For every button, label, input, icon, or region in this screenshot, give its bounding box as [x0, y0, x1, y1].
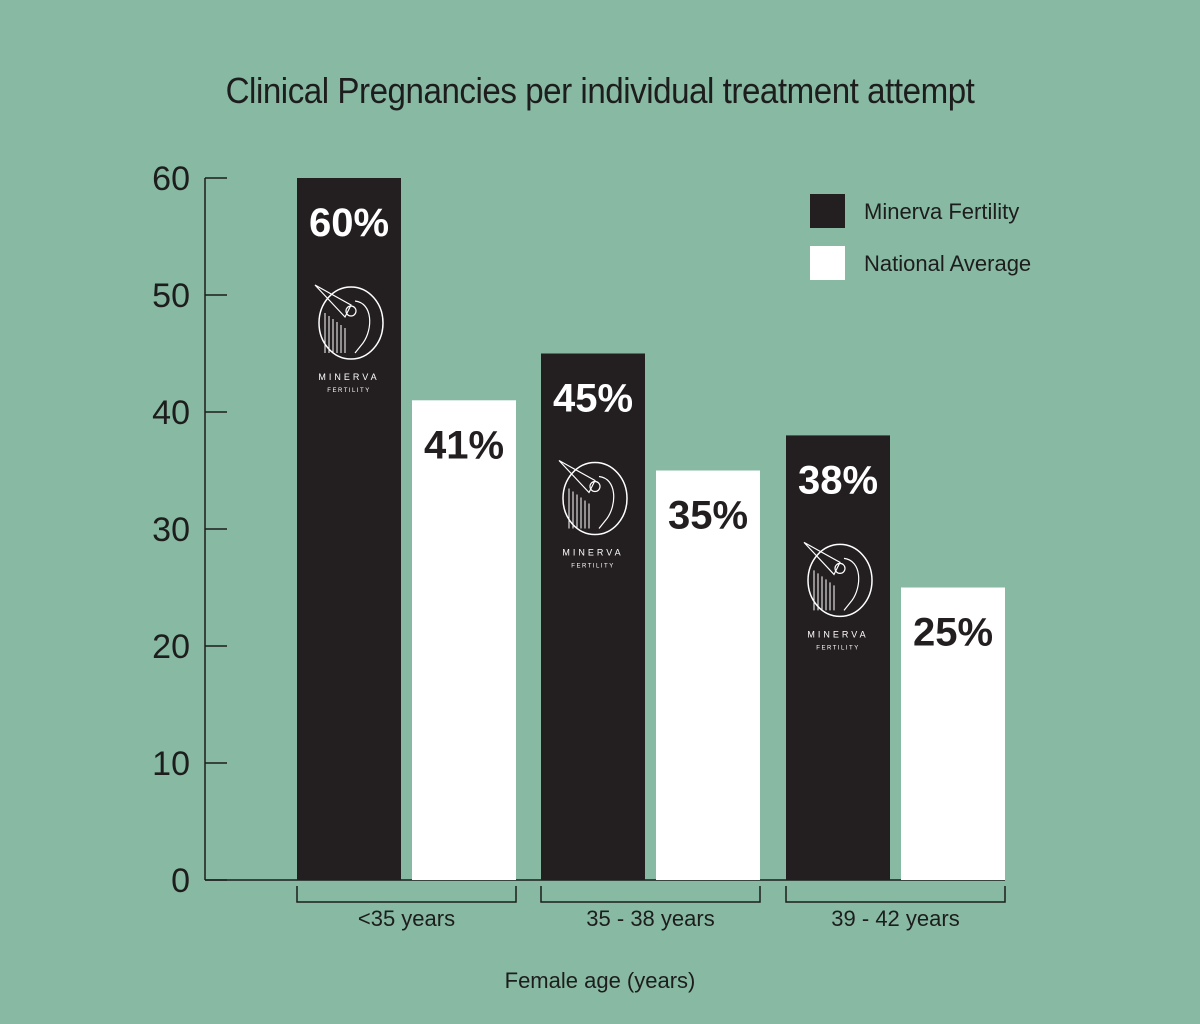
logo-wing [558, 459, 596, 494]
y-tick-label-40: 40 [152, 394, 190, 432]
category-bracket-0 [296, 886, 517, 903]
minerva-helmet-icon [558, 459, 628, 536]
chart-title: Clinical Pregnancies per individual trea… [225, 70, 975, 111]
logo-ring [807, 543, 873, 618]
logo-eye [345, 305, 357, 317]
bar-national-0 [412, 400, 516, 880]
logo-word-minerva: MINERVA [318, 372, 379, 382]
logo-eye [834, 562, 846, 575]
y-tick-label-60: 60 [152, 160, 190, 198]
logo-ring [562, 461, 628, 536]
legend-swatch-0 [810, 194, 845, 228]
bar-value-label-minerva-1: 45% [553, 377, 633, 421]
bar-value-label-national-2: 25% [913, 611, 993, 655]
logo-word-fertility: FERTILITY [571, 564, 614, 570]
legend-label-1: National Average [864, 251, 1031, 276]
bar-value-label-national-1: 35% [668, 494, 748, 538]
bar-value-label-national-0: 41% [424, 423, 504, 467]
category-bracket-1 [540, 886, 761, 903]
y-tick-label-0: 0 [171, 862, 190, 900]
logo-face [843, 557, 860, 611]
legend-swatch-1 [810, 246, 845, 280]
logo-wing [314, 284, 352, 319]
bar-value-label-minerva-0: 60% [309, 201, 389, 245]
y-tick-label-30: 30 [152, 511, 190, 549]
logo-ring [318, 286, 384, 360]
y-tick-label-50: 50 [152, 277, 190, 315]
category-label-1: 35 - 38 years [586, 906, 714, 931]
bar-minerva-0 [297, 178, 401, 880]
bar-national-1 [656, 470, 760, 880]
logo-face [354, 300, 371, 354]
logo-wing [803, 541, 841, 576]
category-bracket-2 [785, 886, 1006, 903]
x-axis-title: Female age (years) [505, 968, 696, 993]
bar-national-2 [901, 587, 1005, 880]
logo-face [598, 475, 615, 529]
logo-word-fertility: FERTILITY [327, 388, 370, 394]
logo-word-minerva: MINERVA [807, 629, 868, 639]
bar-value-label-minerva-2: 38% [798, 458, 878, 502]
minerva-helmet-icon [803, 541, 873, 618]
y-tick-label-20: 20 [152, 628, 190, 666]
legend-label-0: Minerva Fertility [864, 199, 1019, 224]
y-tick-label-10: 10 [152, 745, 190, 783]
logo-word-minerva: MINERVA [562, 548, 623, 558]
bar-minerva-2 [786, 435, 890, 880]
category-label-2: 39 - 42 years [831, 906, 959, 931]
category-label-0: <35 years [358, 906, 455, 931]
bar-minerva-1 [541, 353, 645, 880]
minerva-helmet-icon [314, 284, 384, 360]
logo-eye [589, 480, 601, 493]
logo-word-fertility: FERTILITY [816, 645, 859, 651]
